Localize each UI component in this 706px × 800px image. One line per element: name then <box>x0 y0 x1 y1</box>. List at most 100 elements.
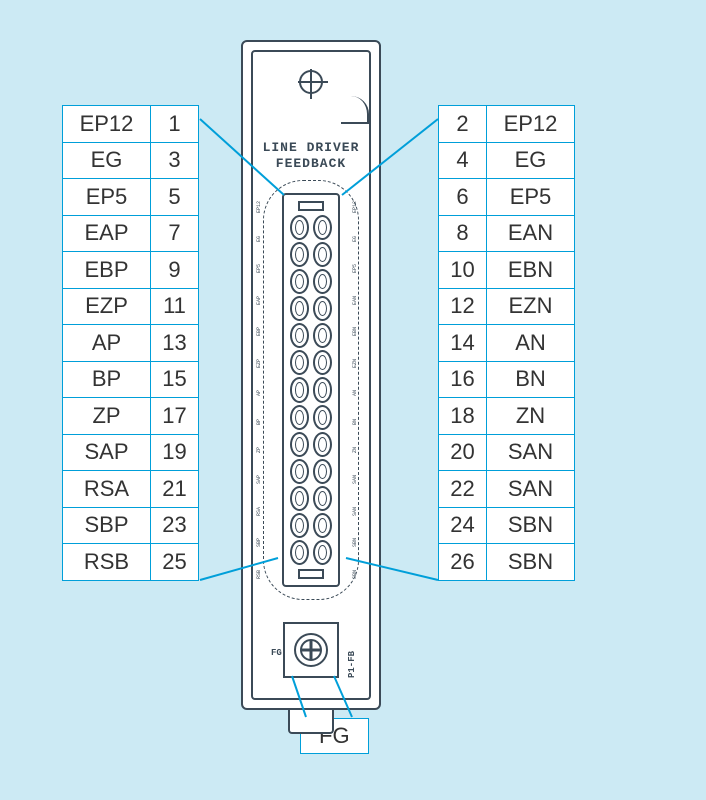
terminal-pin <box>290 540 309 565</box>
table-row: 24SBN <box>439 507 575 544</box>
pin-name: AP <box>63 325 151 362</box>
pin-number: 16 <box>439 361 487 398</box>
terminal-pin <box>313 350 332 375</box>
pin-number: 13 <box>151 325 199 362</box>
table-row: EP121 <box>63 106 199 143</box>
pin-number: 12 <box>439 288 487 325</box>
bottom-tab <box>288 710 334 734</box>
pin-number: 19 <box>151 434 199 471</box>
connector-label-line2: FEEDBACK <box>241 156 381 171</box>
table-row: 8EAN <box>439 215 575 252</box>
strip-label: SBN <box>353 570 365 579</box>
terminal-pin <box>290 377 309 402</box>
strip-label: EP12 <box>257 201 269 213</box>
terminal-pin <box>290 215 309 240</box>
terminal-pin <box>290 405 309 430</box>
pin-name: RSB <box>63 544 151 581</box>
terminal-pin <box>290 350 309 375</box>
terminal-clip-top <box>298 201 324 211</box>
pin-name: EZN <box>487 288 575 325</box>
terminal-pin <box>313 215 332 240</box>
table-row: SBP23 <box>63 507 199 544</box>
pin-number: 2 <box>439 106 487 143</box>
fg-small-label: FG <box>271 648 282 658</box>
pin-number: 23 <box>151 507 199 544</box>
terminal-pin <box>290 323 309 348</box>
pin-name: BN <box>487 361 575 398</box>
terminal-pin <box>313 377 332 402</box>
pin-number: 9 <box>151 252 199 289</box>
terminal-pin <box>290 432 309 457</box>
pin-number: 22 <box>439 471 487 508</box>
strip-label: EAN <box>353 296 365 305</box>
terminal-pin <box>313 540 332 565</box>
pin-name: EG <box>487 142 575 179</box>
pin-number: 17 <box>151 398 199 435</box>
terminal-pin <box>290 269 309 294</box>
pin-name: ZP <box>63 398 151 435</box>
right-signal-strip: SBNSBNSANSANZNBNANEZNEBNEANEP5EGEP12 <box>353 190 365 590</box>
table-row: 10EBN <box>439 252 575 289</box>
pin-name: EZP <box>63 288 151 325</box>
table-row: 20SAN <box>439 434 575 471</box>
pin-name: EP5 <box>487 179 575 216</box>
table-row: 6EP5 <box>439 179 575 216</box>
pin-number: 14 <box>439 325 487 362</box>
strip-label: SBN <box>353 538 365 547</box>
table-row: AP13 <box>63 325 199 362</box>
pin-name: AN <box>487 325 575 362</box>
pin-name: EP12 <box>63 106 151 143</box>
terminal-pin <box>313 459 332 484</box>
pin-number: 15 <box>151 361 199 398</box>
pin-number: 20 <box>439 434 487 471</box>
terminal-pin <box>290 296 309 321</box>
pin-name: SAP <box>63 434 151 471</box>
strip-label: EP5 <box>257 264 269 273</box>
strip-label: SAP <box>257 475 269 484</box>
left-signal-strip: RSBSBPRSASAPZPBPAPEZPEBPEAPEP5EGEP12 <box>257 190 269 590</box>
terminal-pin <box>313 432 332 457</box>
strip-label: EBN <box>353 327 365 336</box>
table-row: RSB25 <box>63 544 199 581</box>
table-row: 18ZN <box>439 398 575 435</box>
terminal-pin <box>313 296 332 321</box>
table-row: ZP17 <box>63 398 199 435</box>
strip-label: RSB <box>257 570 269 579</box>
terminal-pin <box>290 242 309 267</box>
terminal-clip-bottom <box>298 569 324 579</box>
table-row: 16BN <box>439 361 575 398</box>
pin-name: BP <box>63 361 151 398</box>
strip-label: BP <box>257 419 269 425</box>
table-row: 12EZN <box>439 288 575 325</box>
pin-number: 4 <box>439 142 487 179</box>
strip-label: AN <box>353 390 365 396</box>
pin-number: 10 <box>439 252 487 289</box>
pin-name: EBP <box>63 252 151 289</box>
table-row: SAP19 <box>63 434 199 471</box>
fg-screw-area <box>283 622 339 678</box>
strip-label: SAN <box>353 507 365 516</box>
terminal-pin <box>313 486 332 511</box>
connector-side-label: P1-FB <box>347 622 357 678</box>
pin-number: 6 <box>439 179 487 216</box>
pin-number: 11 <box>151 288 199 325</box>
strip-label: EP5 <box>353 264 365 273</box>
left-pin-table: EP121EG3EP55EAP7EBP9EZP11AP13BP15ZP17SAP… <box>62 105 199 581</box>
connector-label-line1: LINE DRIVER <box>241 140 381 155</box>
terminal-pin <box>313 242 332 267</box>
pin-name: RSA <box>63 471 151 508</box>
pin-number: 24 <box>439 507 487 544</box>
strip-label: EG <box>257 236 269 242</box>
terminal-pin <box>313 269 332 294</box>
terminal-pin <box>313 323 332 348</box>
pin-number: 26 <box>439 544 487 581</box>
table-row: 4EG <box>439 142 575 179</box>
table-row: 2EP12 <box>439 106 575 143</box>
terminal-pin <box>290 486 309 511</box>
pin-name: SAN <box>487 471 575 508</box>
terminal-pin <box>313 405 332 430</box>
pin-number: 21 <box>151 471 199 508</box>
strip-label: EZN <box>353 359 365 368</box>
terminal-pin <box>290 513 309 538</box>
pin-number: 18 <box>439 398 487 435</box>
